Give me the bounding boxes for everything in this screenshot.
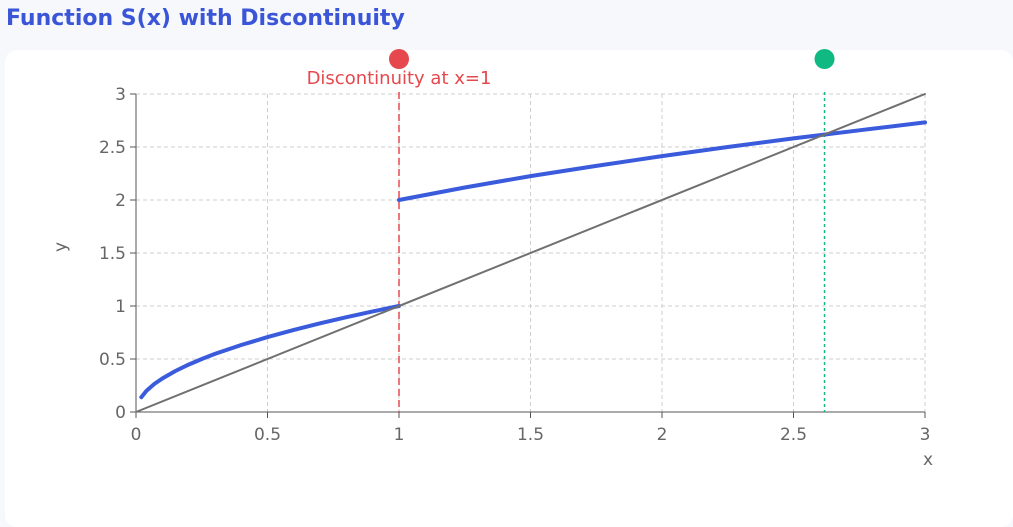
- annotation-marker-2: [814, 49, 835, 69]
- annotation-label-1: Discontinuity at x=1: [307, 68, 492, 89]
- chart-card: [5, 50, 1013, 527]
- y-tick-label: 2: [115, 191, 126, 211]
- x-tick-label: 2: [657, 425, 668, 445]
- y-tick-label: 2.5: [99, 138, 126, 158]
- x-tick-label: 0: [131, 425, 142, 445]
- x-tick-label: 3: [920, 425, 931, 445]
- page-title: Function S(x) with Discontinuity: [6, 6, 405, 31]
- y-tick-label: 3: [115, 85, 126, 105]
- series-line-1: [139, 304, 401, 400]
- x-tick-label: 0.5: [254, 425, 281, 445]
- y-tick-label: 0: [115, 403, 126, 423]
- reference-line: [135, 93, 926, 413]
- x-tick-label: 1.5: [517, 425, 544, 445]
- x-tick-label: 1: [394, 425, 405, 445]
- annotation-marker-1: [389, 49, 409, 69]
- x-axis-label: x: [923, 450, 933, 470]
- series-line-2: [397, 120, 927, 202]
- y-tick-label: 1: [115, 297, 126, 317]
- y-tick-label: 1.5: [99, 244, 126, 264]
- y-tick-label: 0.5: [99, 350, 126, 370]
- x-tick-label: 2.5: [780, 425, 807, 445]
- y-axis-label: y: [51, 242, 71, 252]
